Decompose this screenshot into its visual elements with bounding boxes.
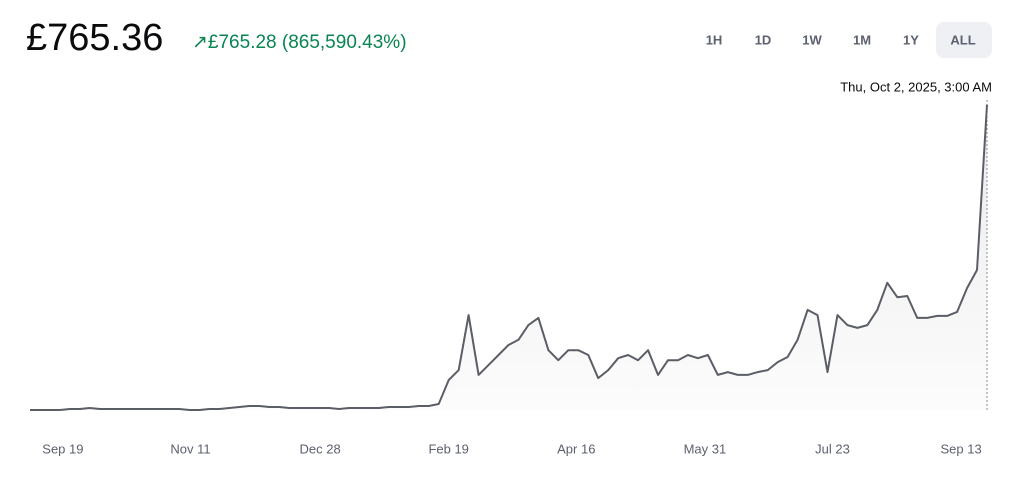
range-selected-bg xyxy=(936,22,992,58)
x-tick-label: Sep 13 xyxy=(940,441,981,456)
range-button[interactable]: 1W xyxy=(802,32,822,47)
x-tick-label: Feb 19 xyxy=(428,441,468,456)
range-button[interactable]: 1Y xyxy=(903,32,919,47)
price-change: ↗£765.28 (865,590.43%) xyxy=(192,32,407,53)
x-tick-label: Sep 19 xyxy=(42,441,83,456)
x-tick-label: Jul 23 xyxy=(815,441,850,456)
range-buttons: 1H 1D 1W 1M 1Y ALL xyxy=(706,22,992,58)
range-button[interactable]: 1D xyxy=(755,32,772,47)
x-tick-label: Nov 11 xyxy=(170,441,210,456)
range-button[interactable]: 1H xyxy=(706,32,723,47)
price: £765.36 xyxy=(26,17,163,59)
x-tick-label: May 31 xyxy=(684,441,727,456)
hover-date: Thu, Oct 2, 2025, 3:00 AM xyxy=(840,79,992,94)
range-button[interactable]: ALL xyxy=(950,32,975,47)
x-tick-label: Apr 16 xyxy=(557,441,595,456)
area xyxy=(30,104,987,411)
x-tick-label: Dec 28 xyxy=(299,441,340,456)
range-button[interactable]: 1M xyxy=(853,32,871,47)
price-line xyxy=(30,104,988,411)
